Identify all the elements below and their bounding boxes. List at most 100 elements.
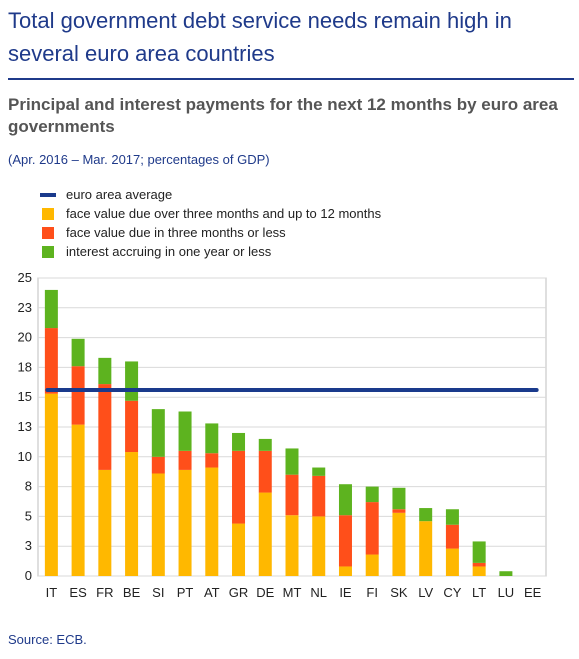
bar-si-series-0 xyxy=(151,473,165,576)
x-tick-label-cy: CY xyxy=(443,585,461,600)
bar-ie-series-1 xyxy=(338,515,352,567)
bar-si-series-1 xyxy=(151,456,165,474)
bar-nl-series-0 xyxy=(312,516,326,576)
source-note: Source: ECB. xyxy=(8,632,87,647)
y-tick-label: 5 xyxy=(25,508,32,523)
x-tick-label-es: ES xyxy=(69,585,87,600)
bar-gr-series-2 xyxy=(232,432,246,451)
legend-item-interest: interest accruing in one year or less xyxy=(40,242,381,261)
bar-at-series-2 xyxy=(205,423,219,454)
bar-de-series-1 xyxy=(258,450,272,493)
x-tick-label-mt: MT xyxy=(283,585,302,600)
x-tick-label-lu: LU xyxy=(498,585,515,600)
y-tick-label: 10 xyxy=(18,449,32,464)
legend-item-over-three-months: face value due over three months and up … xyxy=(40,204,381,223)
legend-label-over-three-months: face value due over three months and up … xyxy=(66,206,382,221)
bar-de-series-0 xyxy=(258,492,272,576)
y-tick-label: 3 xyxy=(25,538,32,553)
y-tick-label: 18 xyxy=(18,359,32,374)
y-tick-label: 20 xyxy=(18,330,32,345)
legend-swatch-three-months-or-less xyxy=(42,226,54,239)
bar-be-series-2 xyxy=(125,361,139,401)
bar-cy-series-1 xyxy=(445,524,459,549)
bar-gr-series-1 xyxy=(232,450,246,524)
chart-unit-note: (Apr. 2016 – Mar. 2017; percentages of G… xyxy=(8,152,270,167)
x-tick-label-si: SI xyxy=(152,585,164,600)
y-tick-label: 25 xyxy=(18,270,32,285)
bar-es-series-0 xyxy=(71,424,85,576)
x-tick-label-lv: LV xyxy=(418,585,433,600)
x-tick-label-fi: FI xyxy=(366,585,378,600)
bar-es-series-1 xyxy=(71,366,85,425)
legend-item-three-months-or-less: face value due in three months or less xyxy=(40,223,381,242)
bar-cy-series-2 xyxy=(445,509,459,525)
bar-fr-series-1 xyxy=(98,384,112,470)
chart-subtitle: Principal and interest payments for the … xyxy=(8,95,558,136)
bar-mt-series-0 xyxy=(285,515,299,576)
bar-fi-series-0 xyxy=(365,554,379,576)
y-tick-label: 13 xyxy=(18,419,32,434)
x-tick-label-at: AT xyxy=(204,585,220,600)
bar-sk-series-2 xyxy=(392,487,406,510)
x-tick-label-be: BE xyxy=(123,585,141,600)
bar-at-series-1 xyxy=(205,453,219,468)
bar-lt-series-1 xyxy=(472,562,486,567)
x-tick-label-lt: LT xyxy=(472,585,486,600)
bar-pt-series-0 xyxy=(178,469,192,576)
x-tick-label-pt: PT xyxy=(177,585,194,600)
y-tick-label: 15 xyxy=(18,389,32,404)
bar-si-series-2 xyxy=(151,409,165,457)
bar-sk-series-0 xyxy=(392,512,406,576)
bar-sk-series-1 xyxy=(392,509,406,513)
bar-be-series-0 xyxy=(125,452,139,576)
bar-fr-series-2 xyxy=(98,357,112,385)
bar-ie-series-0 xyxy=(338,566,352,576)
bar-gr-series-0 xyxy=(232,523,246,576)
x-tick-label-ee: EE xyxy=(524,585,542,600)
x-tick-label-nl: NL xyxy=(310,585,327,600)
x-tick-label-sk: SK xyxy=(390,585,408,600)
y-tick-label: 0 xyxy=(25,568,32,583)
bar-fi-series-1 xyxy=(365,502,379,555)
bar-pt-series-1 xyxy=(178,450,192,470)
x-tick-label-ie: IE xyxy=(339,585,352,600)
y-tick-label: 23 xyxy=(18,300,32,315)
stacked-bar-chart: 0 3 5 8 10 13 15 18 20 23 25 IT ES FR BE SI PT AT GR DE MT NL… xyxy=(18,270,547,600)
bar-lt-series-2 xyxy=(472,541,486,563)
bar-be-series-1 xyxy=(125,400,139,453)
bar-it-series-0 xyxy=(44,393,58,576)
bar-mt-series-2 xyxy=(285,448,299,475)
bar-it-series-2 xyxy=(44,289,58,329)
bar-ie-series-2 xyxy=(338,484,352,516)
legend-label-three-months-or-less: face value due in three months or less xyxy=(66,225,286,240)
legend-label-interest: interest accruing in one year or less xyxy=(66,244,272,259)
legend-swatch-interest xyxy=(42,245,54,258)
bar-lv-series-2 xyxy=(419,508,433,522)
bar-fr-series-0 xyxy=(98,469,112,576)
bar-de-series-2 xyxy=(258,438,272,451)
bar-fi-series-2 xyxy=(365,486,379,503)
bar-lu-series-2 xyxy=(499,571,513,576)
bar-lt-series-0 xyxy=(472,566,486,576)
bar-at-series-0 xyxy=(205,467,219,576)
chart-legend: euro area average face value due over th… xyxy=(40,185,381,261)
bar-pt-series-2 xyxy=(178,411,192,451)
legend-label-average: euro area average xyxy=(66,187,173,202)
bar-nl-series-1 xyxy=(312,475,326,517)
x-tick-label-fr: FR xyxy=(96,585,113,600)
legend-item-average: euro area average xyxy=(40,185,381,204)
bar-nl-series-2 xyxy=(312,467,326,476)
bar-lv-series-0 xyxy=(419,521,433,576)
page-headline: Total government debt service needs rema… xyxy=(8,8,512,66)
bar-mt-series-1 xyxy=(285,474,299,516)
bar-cy-series-0 xyxy=(445,548,459,576)
bar-es-series-2 xyxy=(71,338,85,367)
x-tick-label-gr: GR xyxy=(229,585,249,600)
x-tick-label-de: DE xyxy=(256,585,274,600)
y-tick-label: 8 xyxy=(25,479,32,494)
legend-swatch-over-three-months xyxy=(42,207,54,220)
x-tick-label-it: IT xyxy=(46,585,58,600)
headline-divider xyxy=(8,78,574,80)
legend-line-average xyxy=(40,192,56,197)
bar-it-series-1 xyxy=(44,328,58,394)
